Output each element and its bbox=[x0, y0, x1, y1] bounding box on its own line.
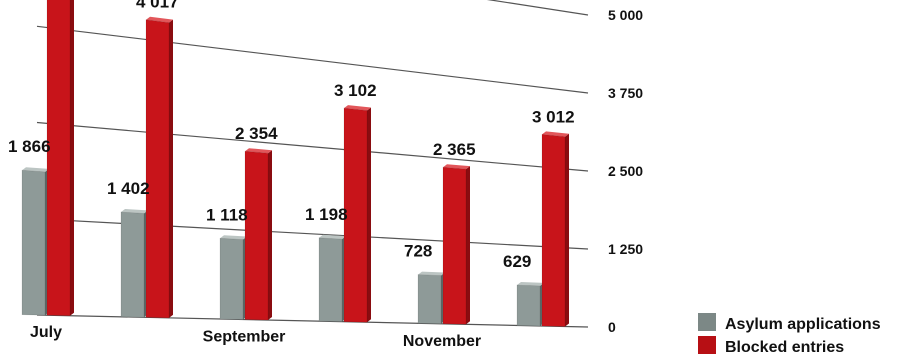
bar-blocked-side bbox=[565, 133, 569, 327]
bar-asylum bbox=[318, 237, 343, 322]
data-label-asylum: 1 866 bbox=[8, 137, 51, 156]
bar-blocked bbox=[145, 19, 170, 319]
bar-blocked bbox=[541, 134, 566, 327]
legend: Asylum applications Blocked entries bbox=[698, 313, 881, 356]
data-label-blocked: 2 365 bbox=[433, 140, 476, 159]
data-label-blocked: 2 354 bbox=[235, 124, 278, 143]
bar-blocked bbox=[442, 166, 467, 325]
bar-blocked-top bbox=[542, 131, 569, 137]
bar-asylum-top bbox=[22, 167, 49, 172]
bars-layer bbox=[21, 0, 569, 327]
bar-blocked-side bbox=[70, 0, 74, 316]
bar-blocked bbox=[46, 0, 71, 317]
y-tick-label: 3 750 bbox=[608, 85, 643, 101]
data-label-asylum: 1 118 bbox=[206, 205, 248, 224]
bar-asylum bbox=[21, 169, 46, 316]
bar-asylum-top bbox=[319, 234, 346, 240]
data-label-asylum: 1 198 bbox=[305, 205, 348, 224]
x-category-label: July bbox=[30, 324, 62, 341]
gridline bbox=[36, 25, 589, 94]
bar-blocked bbox=[343, 107, 368, 323]
bar-asylum-top bbox=[121, 209, 148, 214]
y-tick-label: 2 500 bbox=[608, 163, 643, 179]
data-label-asylum: 728 bbox=[404, 242, 432, 261]
grid-layer bbox=[36, 0, 589, 328]
bar-blocked-side bbox=[367, 107, 371, 323]
legend-swatch-asylum bbox=[698, 313, 716, 331]
data-label-blocked: 3 102 bbox=[334, 81, 377, 100]
bar-blocked bbox=[244, 150, 269, 321]
bar-asylum bbox=[120, 211, 145, 318]
gridline bbox=[486, 0, 589, 16]
y-tick-label: 1 250 bbox=[608, 241, 643, 257]
data-label-asylum: 1 402 bbox=[107, 179, 150, 198]
legend-swatch-blocked bbox=[698, 336, 716, 354]
bar-blocked-top bbox=[443, 164, 470, 170]
bar-blocked-side bbox=[268, 150, 272, 320]
y-tick-label: 0 bbox=[608, 319, 616, 335]
data-label-blocked: 4 017 bbox=[136, 0, 179, 12]
bar-asylum bbox=[516, 284, 541, 327]
x-category-label: November bbox=[403, 333, 481, 350]
bar-asylum bbox=[417, 274, 442, 325]
bar-blocked-top bbox=[344, 105, 371, 111]
data-label-asylum: 629 bbox=[503, 252, 531, 271]
bar-blocked-side bbox=[466, 166, 470, 325]
bar-asylum-top bbox=[517, 282, 544, 286]
gridline bbox=[36, 121, 589, 172]
data-label-blocked: 3 012 bbox=[532, 107, 575, 126]
legend-label-asylum: Asylum applications bbox=[725, 316, 881, 333]
bar-asylum bbox=[219, 237, 244, 320]
y-tick-label: 5 000 bbox=[608, 7, 643, 23]
legend-label-blocked: Blocked entries bbox=[725, 339, 844, 356]
bar-blocked-side bbox=[169, 19, 173, 318]
bar-asylum-top bbox=[418, 271, 445, 276]
bar-blocked-top bbox=[146, 16, 173, 23]
x-category-label: September bbox=[203, 329, 286, 346]
bar-blocked-top bbox=[245, 148, 272, 154]
bar-asylum-top bbox=[220, 235, 247, 240]
gridline bbox=[36, 314, 589, 328]
